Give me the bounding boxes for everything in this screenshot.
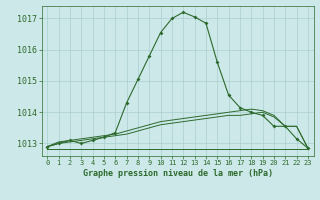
X-axis label: Graphe pression niveau de la mer (hPa): Graphe pression niveau de la mer (hPa) (83, 169, 273, 178)
